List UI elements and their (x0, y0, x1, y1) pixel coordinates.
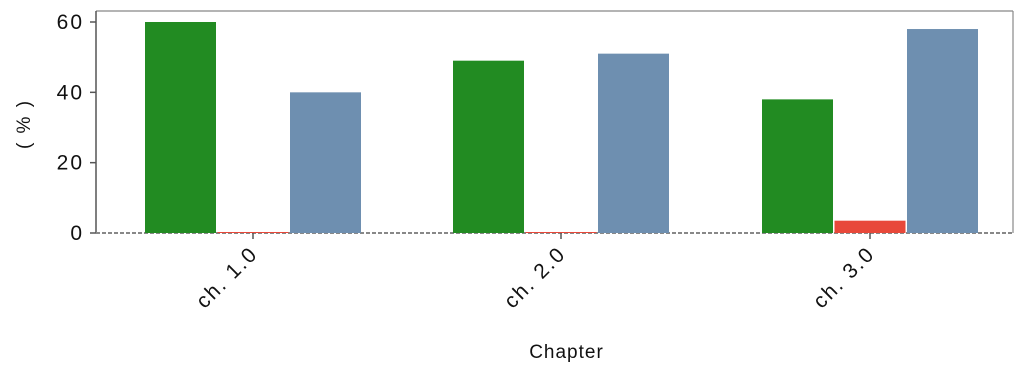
y-tick-label: 40 (57, 81, 84, 104)
bar-1-2 (453, 60, 524, 233)
y-tick-label: 20 (57, 152, 84, 175)
bar-2-1 (217, 232, 289, 233)
bar-2-2 (525, 232, 597, 233)
x-tick-label-1: ch. 1.0 (192, 242, 263, 313)
bar-3-1 (290, 92, 361, 233)
x-tick-label-3: ch. 3.0 (809, 242, 880, 313)
bar-2-3 (834, 220, 906, 233)
bar-3-2 (598, 53, 669, 234)
y-axis-ticks: 0 20 40 60 (57, 11, 96, 245)
y-tick-label: 60 (57, 11, 84, 34)
x-axis-ticks: ch. 1.0 ch. 2.0 ch. 3.0 (192, 233, 880, 313)
bar-3-3 (907, 29, 978, 234)
plot-frame (95, 10, 1014, 234)
bar-1-1 (145, 22, 216, 233)
bar-1-3 (762, 99, 833, 233)
bars-group (145, 22, 978, 234)
x-tick-label-2: ch. 2.0 (500, 242, 571, 313)
y-tick-label: 0 (70, 222, 84, 245)
y-axis-title: ( % ) (14, 99, 35, 149)
x-axis-title: Chapter (529, 342, 604, 363)
